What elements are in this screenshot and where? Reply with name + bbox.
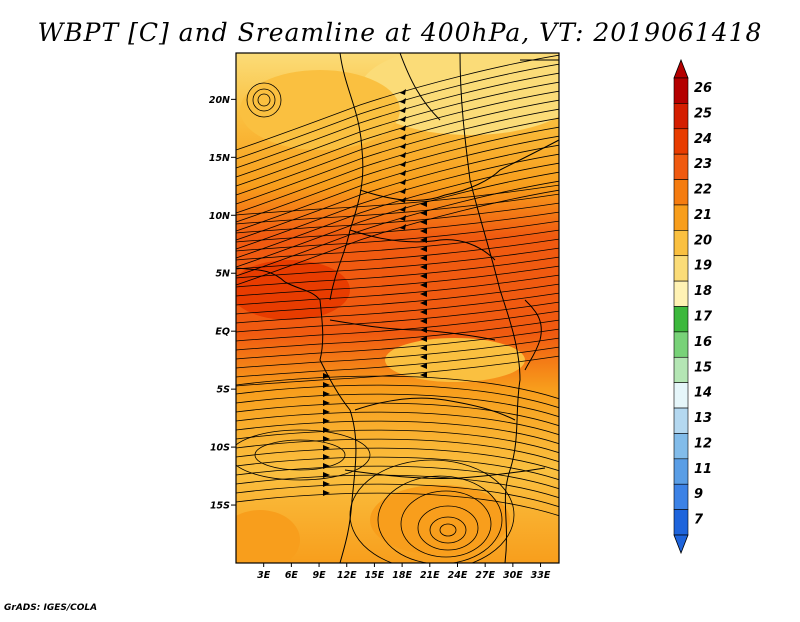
- streamlines: [236, 54, 559, 563]
- colorbar-swatch: [673, 458, 689, 485]
- colorbar-label: 15: [694, 360, 712, 375]
- colorbar-label: 26: [694, 81, 712, 96]
- colorbar-label: 13: [694, 411, 712, 426]
- credit-label: GrADS: IGES/COLA: [4, 603, 98, 613]
- lat-tick-label: 15S: [210, 501, 230, 512]
- colorbar-swatch: [673, 331, 689, 358]
- lon-tick-label: 27E: [475, 570, 495, 581]
- colorbar-label: 18: [694, 284, 712, 299]
- colorbar-label: 19: [694, 259, 712, 274]
- colorbar-swatch: [673, 103, 689, 130]
- lat-tick-label: 20N: [209, 95, 230, 106]
- lon-tick-label: 6E: [285, 570, 299, 581]
- lon-tick-label: 15E: [365, 570, 385, 581]
- country-borders: [236, 53, 559, 563]
- chart-title: WBPT [C] and Sreamline at 400hPa, VT: 20…: [37, 18, 763, 47]
- lat-tick-label: 5S: [217, 385, 231, 396]
- colorbar-swatch: [673, 306, 689, 333]
- streamlines-north: [236, 54, 559, 286]
- colorbar-label: 21: [694, 208, 712, 223]
- colorbar-top-arrow: [673, 58, 689, 79]
- map-frame: [235, 52, 560, 564]
- lat-tick-label: 5N: [215, 269, 230, 280]
- colorbar-swatch: [673, 280, 689, 307]
- lat-tick-label: EQ: [215, 327, 230, 338]
- colorbar-label: 16: [694, 335, 712, 350]
- colorbar-swatch: [673, 204, 689, 231]
- lon-tick-label: 12E: [337, 570, 357, 581]
- colorbar-swatch: [673, 433, 689, 460]
- latitude-axis: 20N 15N 10N 5N EQ 5S 10S 15S: [209, 95, 236, 512]
- colorbar-label: 7: [694, 513, 704, 528]
- colorbar-swatch: [673, 128, 689, 155]
- colorbar-label: 23: [694, 157, 712, 172]
- lon-tick-label: 9E: [313, 570, 327, 581]
- colorbar-label: 24: [694, 132, 712, 147]
- colorbar-label: 20: [694, 233, 712, 248]
- colorbar-swatch: [673, 179, 689, 206]
- colorbar-swatch: [673, 509, 689, 536]
- colorbar-swatch: [673, 356, 689, 383]
- lon-tick-label: 21E: [420, 570, 440, 581]
- colorbar: 26 25 24 23 22 21 20 19 18 17 16 15 14 13 12 11 9 7: [673, 58, 713, 555]
- wbpt-field: [236, 53, 559, 563]
- colorbar-swatch: [673, 382, 689, 409]
- colorbar-swatch: [673, 407, 689, 434]
- lon-tick-label: 33E: [531, 570, 551, 581]
- colorbar-label: 22: [694, 183, 712, 198]
- colorbar-swatch: [673, 153, 689, 180]
- lon-tick-label: 30E: [503, 570, 523, 581]
- streamlines-band: [236, 184, 559, 387]
- colorbar-swatch: [673, 255, 689, 282]
- colorbar-label: 9: [694, 487, 703, 502]
- colorbar-swatch: [673, 483, 689, 510]
- colorbar-label: 14: [694, 386, 712, 401]
- colorbar-label: 17: [694, 310, 713, 325]
- streamlines-south: [236, 373, 559, 517]
- colorbar-label: 25: [694, 106, 712, 121]
- lon-tick-label: 18E: [392, 570, 412, 581]
- longitude-axis: 3E 6E 9E 12E 15E 18E 21E 24E 27E 30E 33E: [257, 563, 551, 581]
- lon-tick-label: 3E: [257, 570, 271, 581]
- colorbar-bottom-arrow: [673, 534, 689, 555]
- lon-tick-label: 24E: [448, 570, 468, 581]
- lat-tick-label: 10S: [210, 443, 230, 454]
- colorbar-label: 11: [694, 462, 712, 477]
- colorbar-swatch: [673, 230, 689, 257]
- colorbar-swatch: [673, 77, 689, 104]
- colorbar-label: 12: [694, 436, 712, 451]
- lat-tick-label: 15N: [209, 153, 230, 164]
- lat-tick-label: 10N: [209, 211, 230, 222]
